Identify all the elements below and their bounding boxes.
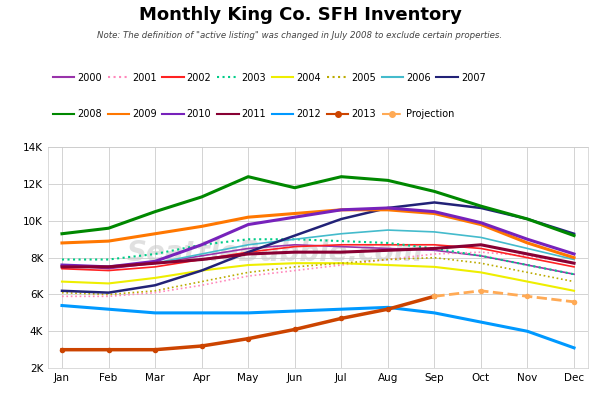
Text: Note: The definition of "active listing" was changed in July 2008 to exclude cer: Note: The definition of "active listing"… [97,31,503,40]
Text: Monthly King Co. SFH Inventory: Monthly King Co. SFH Inventory [139,6,461,24]
Text: SeattleBubble.com: SeattleBubble.com [127,239,423,267]
Legend: 2008, 2009, 2010, 2011, 2012, 2013, Projection: 2008, 2009, 2010, 2011, 2012, 2013, Proj… [53,109,454,119]
